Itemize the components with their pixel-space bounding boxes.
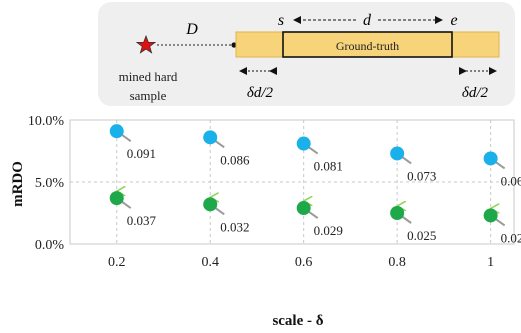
data-label: 0.086	[220, 152, 250, 167]
data-label: 0.029	[314, 223, 343, 238]
distance-endpoint	[231, 42, 237, 48]
data-label: 0.037	[127, 213, 157, 228]
point-bottom	[390, 206, 405, 220]
point-bottom	[109, 191, 124, 206]
point-bottom	[483, 208, 498, 223]
diagram-panel: mined hard sample D Ground-truth s e d δ…	[98, 2, 515, 106]
point-top	[390, 146, 405, 161]
point-bottom	[203, 197, 218, 212]
x-tick-label: 0.4	[201, 255, 219, 270]
x-tick-label: 0.8	[388, 255, 406, 270]
label-leaders	[116, 130, 506, 227]
data-label: 0.023	[501, 230, 521, 245]
length-label: d	[363, 12, 372, 29]
data-label: 0.069	[501, 173, 521, 188]
point-bottom	[296, 201, 311, 216]
data-points	[109, 124, 498, 223]
data-label: 0.073	[407, 168, 436, 183]
point-top	[109, 124, 124, 139]
axes: 0.0% 5.0% 10.0% 0.2 0.4 0.6 0.8 1	[28, 114, 494, 270]
y-tick-label: 10.0%	[28, 114, 65, 129]
star-label-line1: mined hard	[119, 69, 178, 84]
chart: 0.0%5.0%10.0%0.2 0.4 0.6 0.8 1 0.091 0.086 0.0…	[10, 114, 521, 329]
margin-right-label: δd/2	[462, 85, 489, 101]
point-top	[296, 136, 311, 151]
ground-truth-label: Ground-truth	[336, 39, 399, 53]
data-label: 0.091	[127, 146, 156, 161]
distance-label: D	[185, 21, 198, 38]
drop-arrows	[117, 138, 491, 208]
star-icon	[135, 34, 157, 54]
point-top	[483, 151, 498, 166]
margin-left-label: δd/2	[247, 85, 274, 101]
data-labels: 0.091 0.086 0.081 0.073 0.069 0.037 0.032 0.029…	[127, 146, 521, 245]
y-axis-title: mRDO	[10, 161, 26, 207]
star-label-line2: sample	[130, 88, 167, 103]
x-tick-label: 0.2	[108, 255, 126, 270]
data-label: 0.025	[407, 228, 436, 243]
y-tick-label: 0.0%	[35, 238, 65, 253]
data-label: 0.032	[220, 219, 249, 234]
x-tick-label: 0.6	[295, 255, 313, 270]
start-label: s	[278, 12, 284, 29]
x-tick-label: 1	[487, 255, 494, 270]
x-axis-title: scale - δ	[272, 313, 323, 329]
point-top	[203, 130, 218, 145]
data-label: 0.081	[314, 159, 343, 174]
y-tick-label: 5.0%	[35, 176, 65, 191]
end-label: e	[450, 12, 457, 29]
ground-truth-box	[282, 31, 453, 58]
